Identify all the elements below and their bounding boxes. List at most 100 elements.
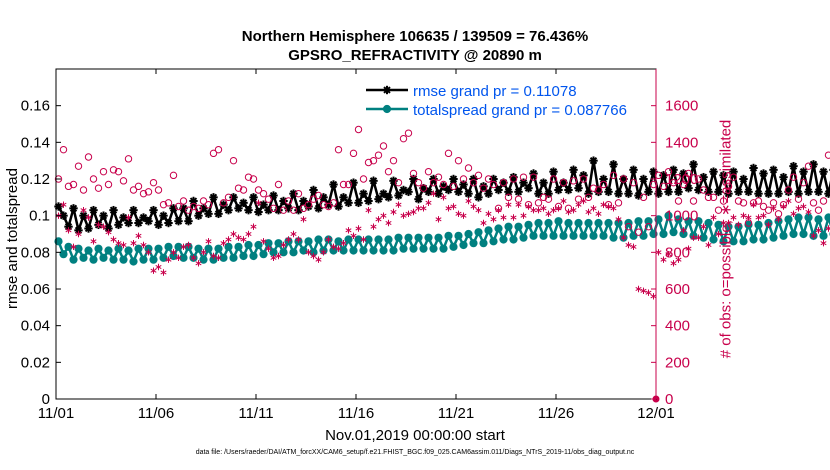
obs-assimilated-stroke xyxy=(405,211,412,216)
obs-assimilated-point xyxy=(570,206,577,214)
y-right-tick-label: 1400 xyxy=(665,134,698,151)
obs-assimilated-point xyxy=(185,241,192,249)
obs-possible-point xyxy=(219,199,228,207)
obs-assimilated-point xyxy=(445,205,452,212)
totalspread-point xyxy=(74,244,83,253)
rmse-point-stroke xyxy=(594,188,603,196)
obs-assimilated-stroke xyxy=(660,257,667,262)
rmse-point xyxy=(384,193,393,202)
totalspread-point xyxy=(254,240,263,250)
y-right-tick-label: 800 xyxy=(665,244,690,261)
obs-assimilated-stroke xyxy=(820,241,827,246)
obs-assimilated-stroke xyxy=(790,211,797,216)
rmse-point-stroke xyxy=(189,197,198,205)
obs-assimilated-stroke xyxy=(130,241,137,246)
obs-assimilated-point xyxy=(660,256,667,263)
obs-assimilated-stroke xyxy=(145,250,152,255)
rmse-point xyxy=(109,205,118,215)
rmse-point-stroke xyxy=(519,178,528,187)
obs-assimilated-point xyxy=(495,206,502,214)
rmse-point xyxy=(159,211,168,220)
totalspread-point xyxy=(469,239,478,248)
rmse-point-stroke xyxy=(614,189,623,198)
obs-assimilated-point xyxy=(640,287,647,295)
totalspread-point xyxy=(224,242,233,251)
obs-assimilated-stroke xyxy=(540,206,547,211)
obs-possible-point xyxy=(384,167,393,176)
obs-assimilated-point xyxy=(160,269,167,276)
obs-assimilated-point xyxy=(780,203,787,210)
obs-assimilated-stroke xyxy=(260,239,267,244)
rmse-point-stroke xyxy=(499,178,508,187)
obs-possible-point xyxy=(674,197,683,205)
obs-possible-point xyxy=(59,145,68,154)
rmse-point xyxy=(309,185,318,195)
rmse-point-stroke xyxy=(674,188,683,196)
obs-assimilated-point xyxy=(800,203,807,210)
obs-possible-point xyxy=(669,178,678,187)
obs-possible-point xyxy=(149,178,158,187)
chart-title-line1: Northern Hemisphere 106635 / 139509 = 76… xyxy=(241,28,589,45)
obs-assimilated-point xyxy=(285,236,292,243)
totalspread-point xyxy=(64,242,73,251)
rmse-point xyxy=(614,189,623,198)
obs-possible-point xyxy=(489,180,498,189)
rmse-point xyxy=(824,189,830,198)
rmse-point xyxy=(144,216,153,226)
obs-possible-point xyxy=(129,186,138,194)
obs-possible-point xyxy=(639,193,648,202)
obs-possible-point xyxy=(234,184,243,192)
obs-assimilated-point xyxy=(200,249,207,256)
obs-assimilated-point xyxy=(680,227,687,234)
obs-possible-point xyxy=(54,175,63,183)
obs-assimilated-point xyxy=(825,225,830,232)
rmse-point xyxy=(239,198,248,208)
obs-assimilated-stroke xyxy=(65,228,72,233)
obs-assimilated-point xyxy=(180,243,187,251)
obs-possible-point xyxy=(254,186,263,194)
rmse-point-stroke xyxy=(149,206,158,214)
rmse-point-stroke xyxy=(434,189,443,198)
rmse-point xyxy=(359,189,368,198)
obs-assimilated-stroke xyxy=(445,206,452,211)
obs-possible-point xyxy=(364,158,373,167)
obs-possible-point xyxy=(529,173,538,181)
obs-assimilated-point xyxy=(645,289,652,296)
totalspread-point xyxy=(749,235,758,244)
rmse-point-stroke xyxy=(249,193,258,202)
rmse-point-stroke xyxy=(299,197,308,205)
obs-assimilated-stroke xyxy=(490,217,497,222)
totalspread-point xyxy=(404,233,413,242)
obs-assimilated-point xyxy=(635,285,642,293)
obs-assimilated-point xyxy=(630,243,637,251)
obs-assimilated-point xyxy=(395,201,402,208)
obs-assimilated-stroke xyxy=(740,213,747,218)
obs-possible-point xyxy=(119,177,128,185)
totalspread-point xyxy=(109,255,118,264)
totalspread-point xyxy=(504,222,513,231)
rmse-point-stroke xyxy=(109,206,118,214)
obs-assimilated-stroke xyxy=(305,250,312,255)
obs-assimilated-stroke xyxy=(585,209,592,215)
obs-possible-point xyxy=(724,182,733,191)
rmse-point-stroke xyxy=(69,204,78,213)
obs-assimilated-point xyxy=(240,236,247,243)
totalspread-point xyxy=(519,233,528,242)
rmse-point xyxy=(449,174,458,184)
obs-assimilated-stroke xyxy=(685,246,692,251)
rmse-point xyxy=(494,185,503,195)
obs-assimilated-point xyxy=(90,238,97,245)
obs-assimilated-stroke xyxy=(775,217,782,222)
obs-assimilated-point xyxy=(95,221,102,229)
obs-possible-point xyxy=(774,210,783,218)
rmse-point-stroke xyxy=(224,206,233,214)
obs-assimilated-stroke xyxy=(185,242,192,248)
rmse-point-stroke xyxy=(154,221,163,229)
rmse-point-stroke xyxy=(239,199,248,207)
rmse-point xyxy=(549,167,558,176)
totalspread-point xyxy=(374,235,383,244)
obs-possible-point xyxy=(394,178,403,187)
series-layer xyxy=(54,125,830,403)
data-file-footnote: data file: /Users/raeder/DAI/ATM_forcXX/… xyxy=(195,449,635,456)
totalspread-point xyxy=(434,233,443,242)
